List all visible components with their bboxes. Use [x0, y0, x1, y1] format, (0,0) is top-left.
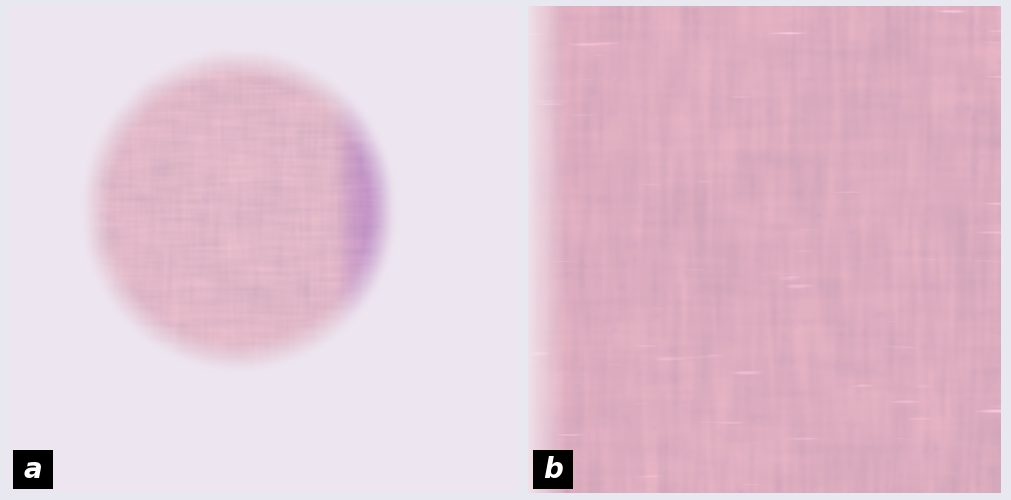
Bar [13, 450, 54, 489]
Text: a: a [24, 456, 42, 483]
Text: b: b [543, 456, 563, 483]
Bar [533, 450, 573, 489]
